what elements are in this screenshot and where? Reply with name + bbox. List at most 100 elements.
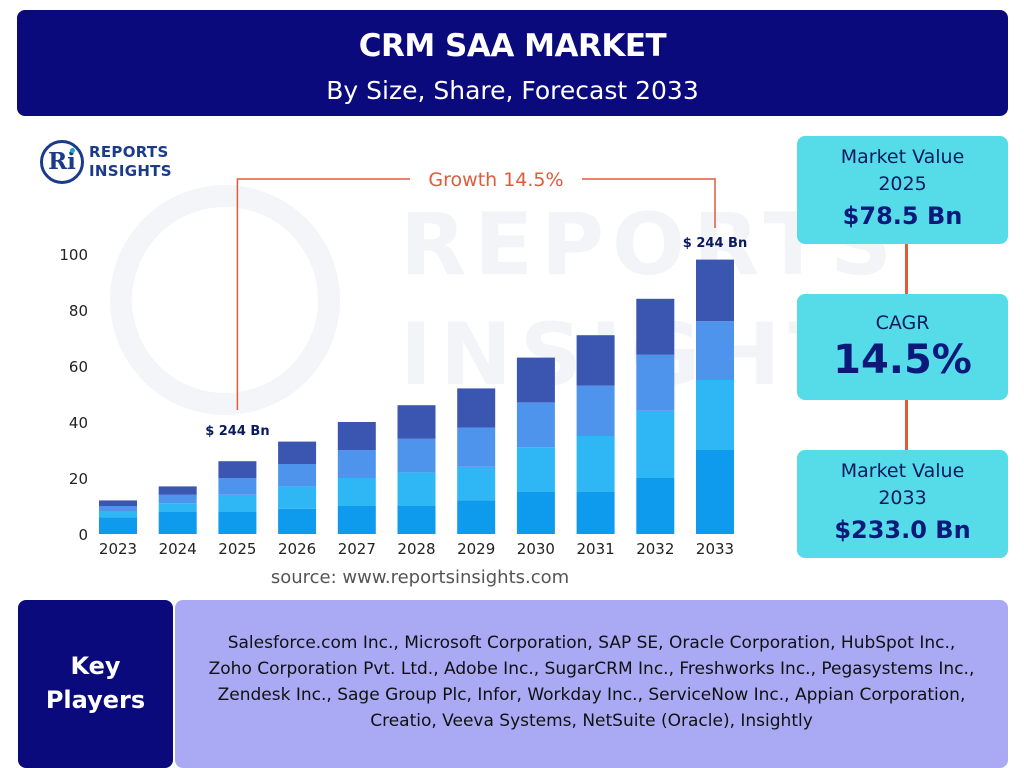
bar-segment [636,478,675,534]
bar-segment [696,321,734,380]
chart-bars [99,259,734,534]
bar-segment [457,427,496,467]
y-tick-label: 20 [69,470,88,488]
growth-line-left [236,178,410,410]
bar-segment [337,422,376,450]
bar-segment [696,450,734,534]
y-tick-label: 0 [78,526,88,544]
stat-cagr-value: 14.5% [833,337,972,383]
bar-segment [696,380,734,450]
bar-segment [696,259,734,322]
bar-segment [576,335,615,386]
bar-segment [158,503,197,512]
stat-connector-bottom [905,400,908,450]
bar-segment [158,511,197,534]
x-tick-label: 2032 [636,540,674,558]
y-tick-label: 80 [69,302,88,320]
stat-start-value: $78.5 Bn [842,202,963,230]
growth-annotation: Growth 14.5% [236,169,716,410]
bar-segment [99,506,137,512]
key-players-heading-line-1: Key [70,652,121,680]
stat-start-label-2: 2025 [878,173,927,195]
logo-mark-icon: Ri [40,140,84,184]
logo-text-line-1: REPORTS [89,143,169,161]
source-note: source: www.reportsinsights.com [270,567,570,588]
x-tick-label: 2026 [278,540,316,558]
stat-start-label-1: Market Value [840,146,965,168]
bar-segment [516,447,555,492]
x-tick-label: 2031 [577,540,615,558]
bar-segment [218,478,257,495]
bar-segment [457,500,496,534]
y-tick-label: 40 [69,414,88,432]
logo-text-line-2: INSIGHTS [89,162,172,180]
bar-chart: 0 20 40 60 80 100 2023 2024 2025 2026 2027 2028 202… [59,169,747,558]
bar-segment [576,436,615,492]
bar-segment [636,298,675,355]
stat-cagr-label: CAGR [875,312,930,334]
bar-segment [278,441,317,464]
x-tick-label: 2024 [159,540,197,558]
bar-segment [158,494,197,504]
key-players-list: Salesforce.com Inc., Microsoft Corporati… [175,600,1008,768]
x-axis: 2023 2024 2025 2026 2027 2028 2029 2030 2031 2032… [99,540,734,558]
x-tick-label: 2027 [338,540,376,558]
bar-segment [99,517,137,534]
key-players-line: Zoho Corporation Pvt. Ltd., Adobe Inc., … [208,659,975,679]
page-subtitle: By Size, Share, Forecast 2033 [326,76,699,105]
y-tick-label: 100 [59,246,88,264]
bar-segment [576,492,615,534]
bar-segment [397,506,436,534]
bar-segment [99,500,137,506]
bar-annotations: $ 244 Bn $ 244 Bn [205,236,747,439]
bar-segment [516,357,555,403]
stat-connector-top [905,244,908,294]
key-players-line: Zendesk Inc., Sage Group Plc, Infor, Wor… [217,685,966,705]
bar-segment [278,464,317,487]
bar-segment [576,385,615,436]
x-tick-label: 2029 [457,540,495,558]
annotation-2025: $ 244 Bn [205,424,269,439]
bar-segment [278,508,317,534]
bar-segment [457,388,496,428]
key-players-line: Creatio, Veeva Systems, NetSuite (Oracle… [370,711,813,731]
stat-end-value: $233.0 Bn [834,516,971,544]
y-tick-label: 60 [69,358,88,376]
bar-segment [636,410,675,478]
key-players-heading: Key Players [18,600,173,768]
page-title: CRM SAA MARKET [358,28,667,64]
bar-segment [516,402,555,448]
bar-segment [158,486,197,495]
growth-label: Growth 14.5% [428,169,563,191]
key-players-heading-line-2: Players [45,686,146,714]
x-tick-label: 2028 [397,540,435,558]
stat-cagr: CAGR 14.5% [797,294,1008,400]
bar-segment [337,478,376,506]
company-logo: Ri REPORTS INSIGHTS [40,140,180,184]
bar-segment [218,511,257,534]
stat-market-value-2025: Market Value 2025 $78.5 Bn [797,136,1008,244]
key-players-line: Salesforce.com Inc., Microsoft Corporati… [227,633,956,653]
bar-segment [218,494,257,512]
stat-end-label-1: Market Value [840,460,965,482]
x-tick-label: 2023 [99,540,137,558]
bar-segment [337,506,376,534]
stat-end-label-2: 2033 [878,487,927,509]
bar-segment [397,438,436,473]
header-banner: CRM SAA MARKET By Size, Share, Forecast … [17,10,1008,116]
x-tick-label: 2025 [218,540,256,558]
bar-segment [636,354,675,411]
bar-segment [278,486,317,509]
bar-segment [516,492,555,534]
bar-segment [337,450,376,478]
stat-market-value-2033: Market Value 2033 $233.0 Bn [797,450,1008,558]
x-tick-label: 2033 [696,540,734,558]
bar-segment [99,511,137,518]
annotation-2033: $ 244 Bn [683,236,747,251]
bar-segment [397,472,436,506]
bar-segment [218,461,257,478]
bar-segment [397,405,436,439]
y-axis: 0 20 40 60 80 100 [59,246,88,544]
growth-line-right [582,178,716,228]
bar-segment [457,466,496,501]
